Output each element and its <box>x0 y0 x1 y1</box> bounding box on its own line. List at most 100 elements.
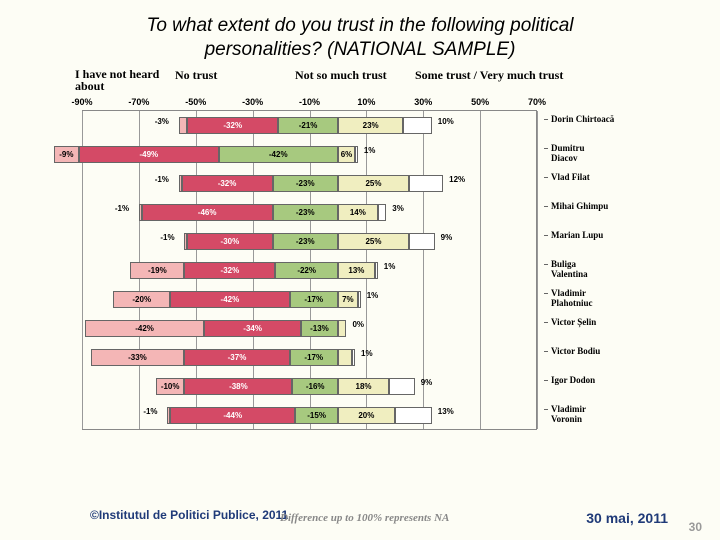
diff-note: Difference up to 100% represents NA <box>280 512 449 524</box>
seg-not-so-much: -16% <box>292 378 338 395</box>
seg-not-so-much: -23% <box>273 175 338 192</box>
axis-tick: -50% <box>185 97 206 107</box>
seg-not-heard <box>139 204 142 221</box>
seg-no-trust: -30% <box>187 233 272 250</box>
axis-tick: -30% <box>242 97 263 107</box>
bar-row: -13%-34%-42%0%Victor Șelin <box>82 316 536 342</box>
seg-not-heard-label: -1% <box>155 175 169 184</box>
seg-very-much-label: 1% <box>364 146 376 155</box>
seg-very-much-label: 12% <box>449 175 465 184</box>
seg-not-heard: -20% <box>113 291 170 308</box>
bar-row: -23%-32%-1%25%12%Vlad Filat <box>82 171 536 197</box>
row-name: Dorin Chirtoacă <box>544 115 654 125</box>
row-name: Victor Șelin <box>544 318 654 328</box>
seg-not-heard <box>179 117 188 134</box>
seg-very-much <box>389 378 415 395</box>
seg-some-trust: 13% <box>338 262 375 279</box>
seg-very-much <box>352 349 355 366</box>
seg-no-trust: -37% <box>184 349 289 366</box>
seg-not-so-much: -23% <box>273 233 338 250</box>
row-name: Victor Bodiu <box>544 347 654 357</box>
seg-not-so-much: -13% <box>301 320 338 337</box>
seg-no-trust: -32% <box>187 117 278 134</box>
chart-area: -90%-70%-50%-30%-10%10%30%50%70% -21%-32… <box>82 97 637 430</box>
axis-tick: 70% <box>528 97 546 107</box>
seg-not-heard-label: -1% <box>115 204 129 213</box>
seg-not-heard-label: -1% <box>160 233 174 242</box>
bar-row: -23%-30%-1%25%9%Marian Lupu <box>82 229 536 255</box>
page-number: 30 <box>689 520 702 534</box>
row-name: DumitruDiacov <box>544 144 654 164</box>
axis-tick: -90% <box>71 97 92 107</box>
seg-very-much-label: 1% <box>361 349 373 358</box>
seg-some-trust <box>338 349 352 366</box>
seg-very-much-label: 10% <box>438 117 454 126</box>
seg-very-much <box>403 117 431 134</box>
seg-no-trust: -32% <box>182 175 273 192</box>
row-name: Vlad Filat <box>544 173 654 183</box>
bar-row: -16%-38%-10%18%9%Igor Dodon <box>82 374 536 400</box>
date-label: 30 mai, 2011 <box>586 510 668 526</box>
seg-not-so-much: -15% <box>295 407 338 424</box>
seg-very-much-label: 9% <box>441 233 453 242</box>
row-name: Igor Dodon <box>544 376 654 386</box>
bar-row: -23%-46%-1%14%3%Mihai Ghimpu <box>82 200 536 226</box>
seg-very-much-label: 9% <box>421 378 433 387</box>
legend-some-very: Some trust / Very much trust <box>415 68 563 93</box>
seg-not-heard: -33% <box>91 349 185 366</box>
row-name: Marian Lupu <box>544 231 654 241</box>
seg-not-so-much: -23% <box>273 204 338 221</box>
seg-some-trust: 23% <box>338 117 403 134</box>
bar-row: -17%-42%-20%7%1%VladimirPlahotniuc <box>82 287 536 313</box>
bar-row: -22%-32%-19%13%1%BuligaValentina <box>82 258 536 284</box>
seg-no-trust: -38% <box>184 378 292 395</box>
seg-not-heard: -9% <box>54 146 80 163</box>
seg-not-heard <box>184 233 187 250</box>
bar-row: -17%-37%-33%1%Victor Bodiu <box>82 345 536 371</box>
seg-not-heard: -42% <box>85 320 204 337</box>
seg-some-trust: 25% <box>338 175 409 192</box>
row-name: VladimirPlahotniuc <box>544 289 654 309</box>
seg-not-heard: -19% <box>130 262 184 279</box>
seg-no-trust: -44% <box>170 407 295 424</box>
footer: ©Institutul de Politici Publice, 2011 Di… <box>0 508 720 522</box>
seg-some-trust: 6% <box>338 146 355 163</box>
legend-no-trust: No trust <box>175 68 295 93</box>
seg-some-trust: 14% <box>338 204 378 221</box>
seg-not-so-much: -21% <box>278 117 338 134</box>
seg-very-much-label: 0% <box>352 320 364 329</box>
gridline <box>537 111 538 429</box>
seg-very-much-label: 13% <box>438 407 454 416</box>
seg-some-trust <box>338 320 347 337</box>
plot-area: -21%-32%-3%23%10%Dorin Chirtoacă-42%-49%… <box>82 111 537 430</box>
legend-not-so-much: Not so much trust <box>295 68 415 93</box>
seg-very-much <box>375 262 378 279</box>
seg-some-trust: 25% <box>338 233 409 250</box>
seg-some-trust: 7% <box>338 291 358 308</box>
seg-not-so-much: -17% <box>290 291 338 308</box>
seg-not-heard <box>179 175 182 192</box>
seg-not-heard <box>167 407 170 424</box>
seg-very-much <box>378 204 387 221</box>
seg-some-trust: 18% <box>338 378 389 395</box>
seg-very-much-label: 3% <box>392 204 404 213</box>
seg-no-trust: -49% <box>79 146 218 163</box>
row-name: VladimirVoronin <box>544 405 654 425</box>
seg-very-much <box>358 291 361 308</box>
legend-not-heard: I have not heard about <box>75 68 175 93</box>
bar-row: -42%-49%-9%6%1%DumitruDiacov <box>82 142 536 168</box>
seg-very-much-label: 1% <box>384 262 396 271</box>
seg-very-much <box>395 407 432 424</box>
chart-title: To what extent do you trust in the follo… <box>0 0 720 68</box>
seg-very-much-label: 1% <box>367 291 379 300</box>
axis-tick: 50% <box>471 97 489 107</box>
seg-not-so-much: -17% <box>290 349 338 366</box>
seg-not-so-much: -42% <box>219 146 338 163</box>
seg-no-trust: -34% <box>204 320 301 337</box>
row-name: BuligaValentina <box>544 260 654 280</box>
seg-not-heard-label: -3% <box>155 117 169 126</box>
bar-row: -15%-44%-1%20%13%VladimirVoronin <box>82 403 536 429</box>
seg-no-trust: -32% <box>184 262 275 279</box>
seg-no-trust: -42% <box>170 291 289 308</box>
chart-legend: I have not heard about No trust Not so m… <box>0 68 720 93</box>
